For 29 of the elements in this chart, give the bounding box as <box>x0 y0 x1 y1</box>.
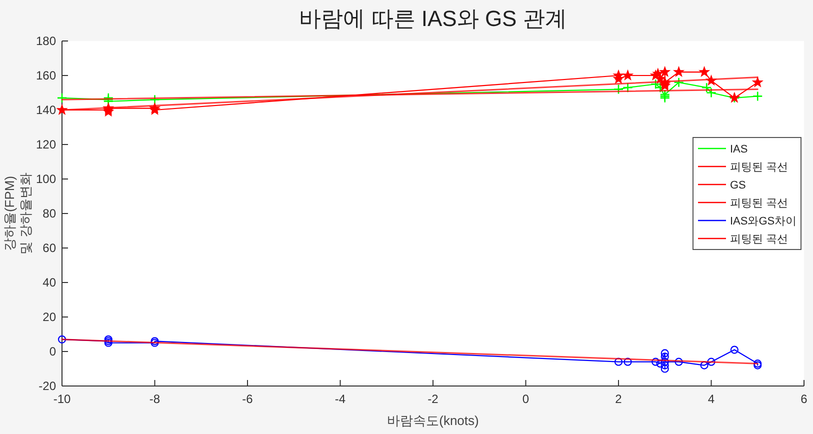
x-tick-label: 6 <box>800 392 808 406</box>
chart-title: 바람에 따른 IAS와 GS 관계 <box>299 6 567 31</box>
y-tick-label: 140 <box>36 103 56 117</box>
x-axis-title: 바람속도(knots) <box>387 413 479 428</box>
legend-label: IAS와GS차이 <box>730 216 797 228</box>
y-tick-label: 80 <box>42 206 56 220</box>
x-tick-label: 4 <box>708 392 715 406</box>
y-tick-label: 20 <box>42 310 56 324</box>
x-tick-label: 2 <box>615 392 622 406</box>
x-tick-label: -8 <box>149 392 160 406</box>
x-tick-label: -10 <box>53 392 71 406</box>
y-tick-label: 100 <box>36 172 56 186</box>
x-tick-label: 0 <box>522 392 530 406</box>
x-tick-label: -6 <box>242 392 254 406</box>
legend-label: IAS <box>730 144 748 156</box>
legend-label: GS <box>730 180 746 192</box>
legend-label: 피팅된 곡선 <box>730 162 788 174</box>
y-axis-title: 강하율(FPM) 및 강하율변화 <box>2 172 33 254</box>
y-tick-label: 0 <box>49 344 56 358</box>
x-tick-label: -2 <box>428 392 439 406</box>
x-tick-label: -4 <box>334 392 346 406</box>
legend-label: 피팅된 곡선 <box>730 234 788 246</box>
y-tick-label: -20 <box>38 379 56 393</box>
y-tick-label: 60 <box>42 241 56 255</box>
y-tick-label: 160 <box>36 68 56 82</box>
y-tick-label: 120 <box>36 138 56 152</box>
legend-label: 피팅된 곡선 <box>730 198 788 210</box>
y-tick-label: 180 <box>36 34 56 48</box>
y-tick-label: 40 <box>42 276 56 290</box>
